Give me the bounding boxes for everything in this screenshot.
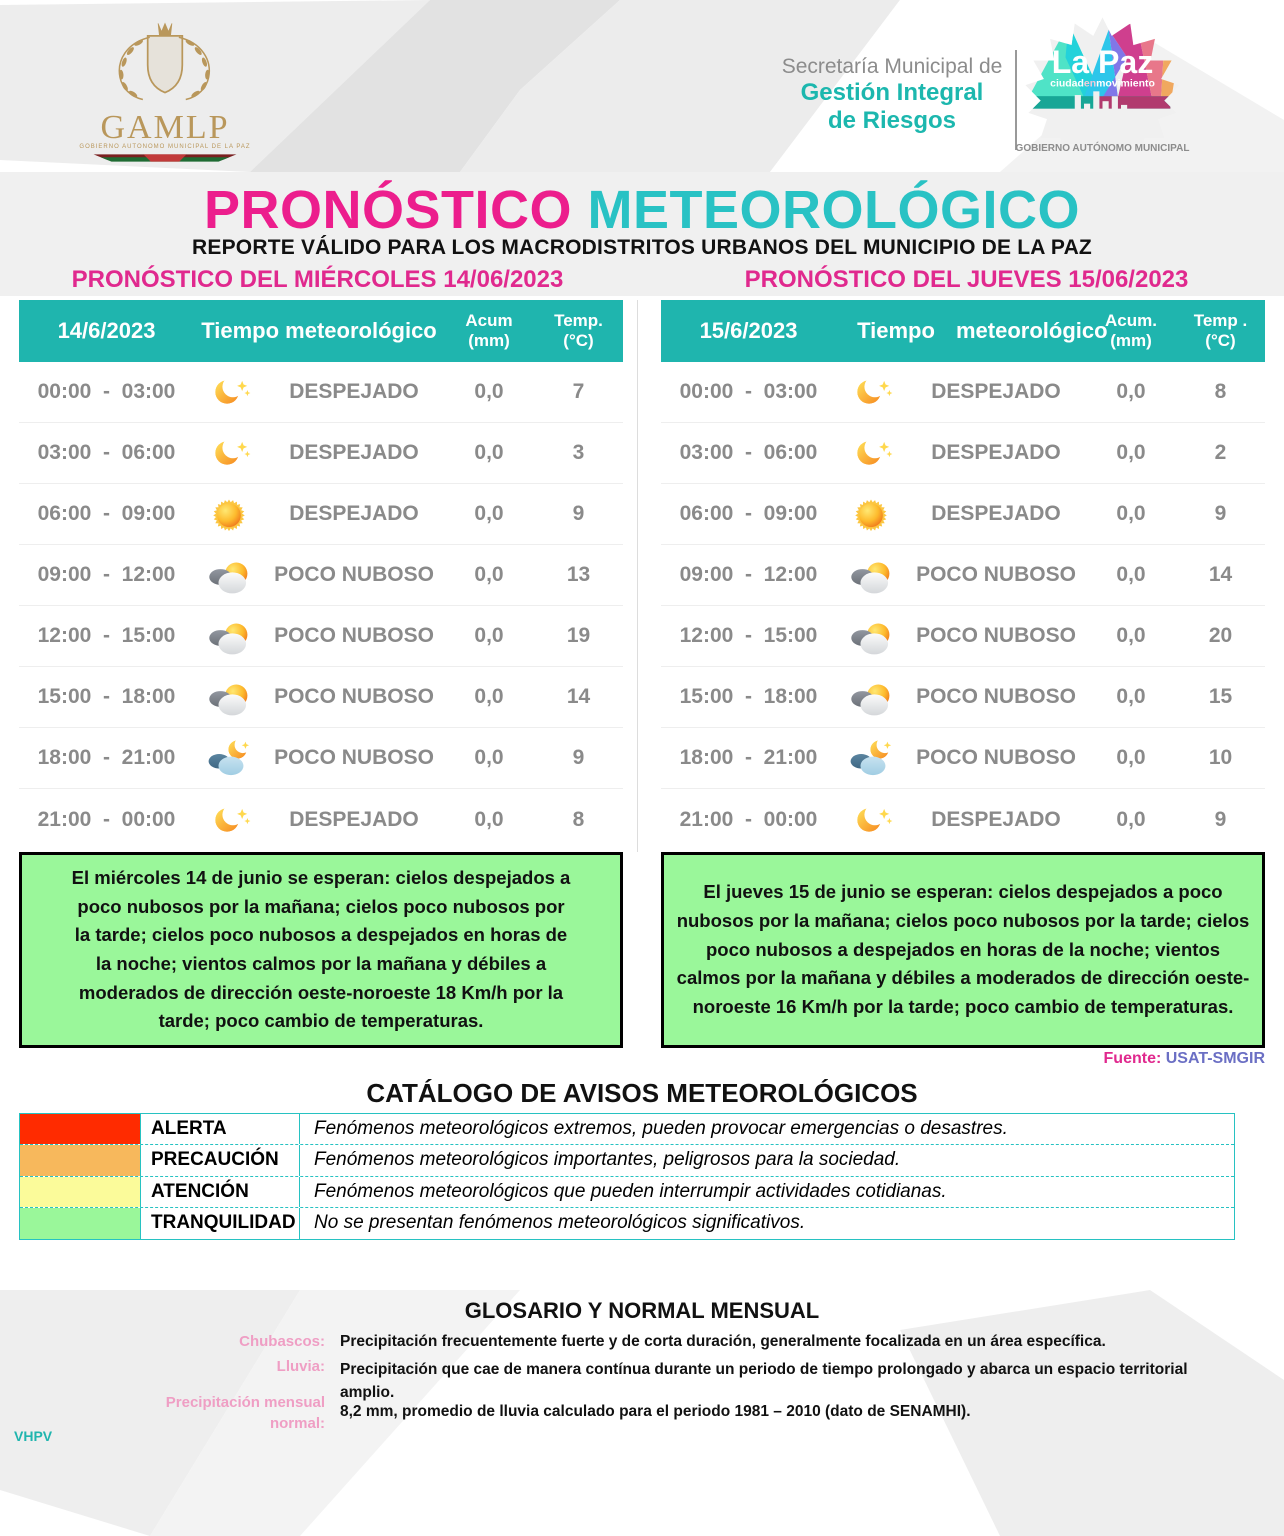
svg-text:ciudadenmovimiento: ciudadenmovimiento [1050,78,1155,89]
svg-text:La Paz: La Paz [1052,44,1154,80]
